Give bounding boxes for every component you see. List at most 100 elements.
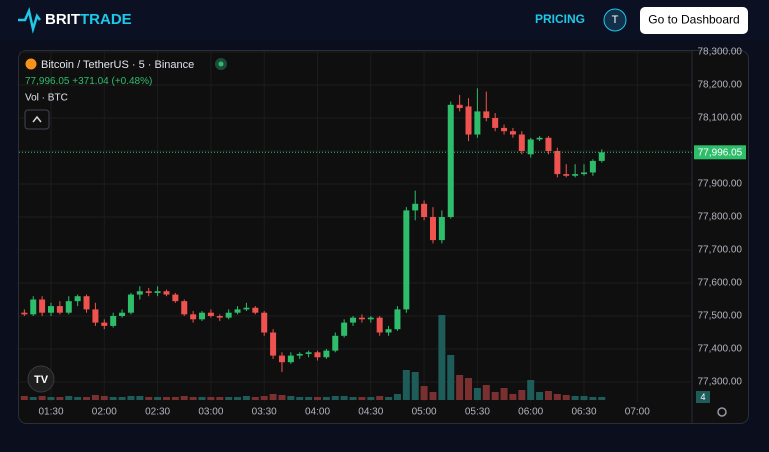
last-price-label: 77,996.05 (698, 147, 743, 158)
candle-body (598, 152, 605, 161)
chart-panel (18, 50, 749, 424)
volume-bar (109, 397, 117, 400)
candle-body (56, 306, 63, 313)
candle-body (518, 134, 525, 151)
volume-bar (242, 396, 250, 400)
candle-body (119, 312, 126, 316)
volume-bar (411, 372, 419, 400)
volume-bar (580, 396, 588, 400)
volume-bar (29, 397, 37, 400)
x-tick-label: 02:00 (92, 407, 117, 418)
candle-body (83, 296, 90, 310)
collapse-icon (32, 115, 42, 123)
candle-body (438, 217, 445, 241)
x-tick-label: 03:00 (198, 407, 223, 418)
candle-body (243, 307, 250, 310)
dashboard-button[interactable] (640, 7, 748, 34)
volume-bar (278, 395, 286, 400)
btc-icon (25, 58, 37, 70)
volume-bar (393, 394, 401, 400)
y-tick-label: 77,300.00 (698, 377, 743, 388)
volume-bar (536, 392, 544, 400)
collapse-button[interactable] (24, 109, 50, 130)
candle-body (492, 118, 499, 128)
volume-bar (553, 394, 561, 400)
status-dot-inner (218, 61, 224, 67)
volume-bar (509, 394, 517, 400)
volume-bar (429, 392, 437, 400)
volume-bar (518, 390, 526, 400)
candle-body (509, 131, 516, 135)
tv-logo-text: TV (34, 374, 49, 386)
candle-body (48, 306, 54, 313)
volume-bar (225, 397, 233, 400)
candle-body (216, 316, 223, 318)
legend-values: 77,996.05 +371.04 (+0.48%) (25, 76, 152, 87)
candle-body (376, 317, 383, 333)
volume-bar (385, 397, 393, 400)
volume-bar (180, 396, 188, 400)
candle-body (323, 350, 330, 358)
candle-body (65, 301, 72, 313)
y-tick-label: 77,900.00 (698, 179, 743, 190)
volume-bar (251, 397, 259, 400)
volume-bar (269, 394, 277, 400)
logo[interactable]: BRITTRADE (45, 11, 132, 28)
candle-body (429, 217, 436, 241)
volume (20, 315, 606, 400)
candle-body (447, 104, 454, 217)
candle-body (287, 355, 294, 363)
x-tick-label: 05:30 (465, 407, 490, 418)
volume-bar (38, 396, 46, 400)
volume-bar (189, 397, 197, 400)
candle-body (314, 352, 321, 358)
tv-logo[interactable] (27, 365, 55, 393)
candle-body (296, 353, 303, 356)
volume-bar (83, 397, 91, 400)
volume-bar (331, 396, 339, 400)
volume-bar (136, 396, 144, 400)
x-tick-label: 06:30 (571, 407, 596, 418)
volume-bar (91, 395, 99, 400)
x-tick-label: 04:30 (358, 407, 383, 418)
avatar-initial: T (612, 14, 619, 26)
candle-body (403, 210, 410, 310)
nav-pricing[interactable]: PRICING (535, 12, 585, 26)
volume-badge (696, 391, 710, 403)
y-tick-label: 78,300.00 (698, 47, 743, 58)
settings-icon[interactable] (717, 407, 727, 417)
volume-bar (562, 395, 570, 400)
candle-body (154, 291, 161, 293)
candle-body (145, 291, 152, 293)
volume-bar (65, 396, 73, 400)
candle-body (199, 312, 206, 320)
volume-bar (100, 396, 108, 400)
volume-bar (162, 397, 170, 400)
volume-bar (260, 396, 268, 400)
volume-bar (589, 397, 597, 400)
candle-body (483, 111, 490, 118)
x-tick-label: 06:00 (518, 407, 543, 418)
candle-body (545, 137, 552, 151)
x-tick-label: 01:30 (38, 407, 63, 418)
volume-bar (340, 396, 348, 400)
avatar[interactable] (603, 8, 627, 32)
candles (21, 88, 605, 373)
y-tick-label: 78,100.00 (698, 113, 743, 124)
volume-bar (56, 397, 64, 400)
x-tick-label: 04:00 (305, 407, 330, 418)
candle-body (394, 309, 401, 330)
candle-body (270, 332, 277, 356)
volume-bar (438, 315, 446, 400)
candle-body (412, 203, 419, 211)
volume-bar (145, 397, 153, 400)
volume-bar (207, 397, 215, 400)
candle-body (589, 160, 596, 173)
volume-bar (305, 397, 313, 400)
legend-change: +371.04 (+0.48%) (72, 76, 152, 87)
candle-body (234, 309, 241, 313)
candle-body (501, 127, 508, 132)
y-tick-label: 77,600.00 (698, 278, 743, 289)
candle-body (465, 106, 472, 135)
